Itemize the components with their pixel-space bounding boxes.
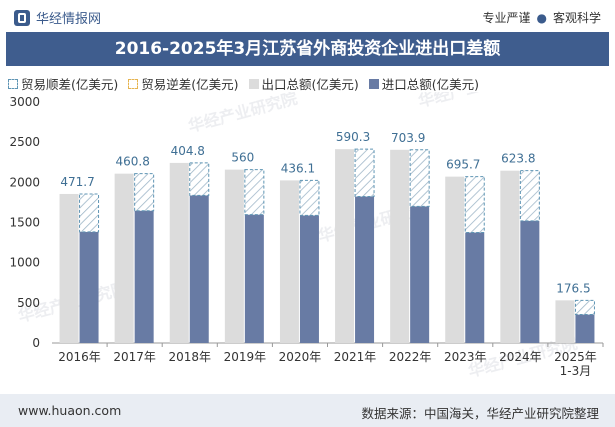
export-bar	[445, 176, 465, 343]
import-bar	[79, 231, 99, 343]
x-tick-label: 2016年	[58, 350, 101, 364]
y-tick-label: 500	[17, 296, 40, 310]
x-tick-label: 2025年	[554, 350, 597, 364]
bar-chart: 华经产业研究院华经产业研究院华经产业研究院华经产业研究院华经产业研究院 0500…	[9, 92, 604, 381]
export-bar	[500, 170, 520, 343]
y-tick-label: 0	[32, 336, 40, 350]
surplus-data-label: 695.7	[446, 158, 480, 172]
x-tick-label: 2023年	[444, 350, 487, 364]
legend-label-deficit: 贸易逆差(亿美元)	[141, 77, 239, 92]
chart-title: 2016-2025年3月江苏省外商投资企业进出口差额	[6, 32, 609, 66]
legend-label-surplus: 贸易顺差(亿美元)	[21, 77, 119, 92]
surplus-bar	[134, 173, 155, 212]
import-bar	[244, 214, 264, 343]
y-tick-label: 2500	[9, 135, 40, 149]
slogan-separator-icon: ●	[536, 11, 547, 25]
surplus-bar	[409, 149, 430, 207]
export-bar	[169, 162, 189, 343]
y-tick-label: 3000	[9, 95, 40, 109]
surplus-data-label: 560	[231, 151, 254, 165]
legend-item-export[interactable]: 出口总额(亿美元)	[248, 74, 359, 93]
legend-swatch-deficit-icon	[128, 78, 139, 89]
import-bar	[410, 206, 430, 343]
import-bar	[299, 215, 319, 343]
import-bar	[134, 210, 154, 343]
y-tick-label: 2000	[9, 175, 40, 189]
x-tick-label: 2024年	[499, 350, 542, 364]
surplus-bar	[519, 170, 540, 222]
brand-name: 华经情报网	[36, 12, 102, 27]
chart-legend: 贸易顺差(亿美元) 贸易逆差(亿美元) 出口总额(亿美元) 进口总额(亿美元)	[8, 74, 479, 93]
surplus-data-label: 623.8	[501, 152, 535, 166]
legend-swatch-surplus-icon	[8, 78, 18, 89]
surplus-bar	[79, 193, 100, 233]
import-bar	[465, 232, 485, 343]
legend-label-export: 出口总额(亿美元)	[261, 77, 359, 92]
export-bar	[59, 193, 79, 343]
legend-item-import[interactable]: 进口总额(亿美元)	[368, 74, 480, 93]
surplus-bar	[574, 299, 595, 316]
y-tick-label: 1000	[9, 256, 40, 270]
y-tick-label: 1500	[9, 216, 40, 230]
surplus-data-label: 436.1	[281, 161, 315, 175]
export-bar	[279, 180, 299, 343]
surplus-data-label: 176.5	[556, 281, 590, 295]
surplus-bar	[299, 179, 320, 216]
import-bar	[189, 195, 209, 343]
brand[interactable]: 华经情报网	[14, 8, 101, 27]
export-bar	[224, 169, 244, 343]
x-tick-label: 2017年	[113, 350, 156, 364]
import-bar	[575, 314, 595, 343]
top-bar: 华经情报网 专业严谨 ● 客观科学	[0, 0, 615, 34]
surplus-data-label: 590.3	[336, 130, 370, 144]
slogan-tag-2: 客观科学	[552, 11, 601, 25]
surplus-bar	[354, 148, 375, 198]
brand-logo-icon	[14, 9, 30, 26]
footer-website-link[interactable]: www.huaon.com	[18, 403, 122, 418]
x-tick-label: 2022年	[389, 350, 432, 364]
surplus-bar	[464, 176, 485, 234]
surplus-data-label: 460.8	[115, 155, 149, 169]
export-bar	[555, 300, 575, 343]
slogan-tag-1: 专业严谨	[482, 11, 531, 25]
x-tick-label: 2019年	[224, 350, 267, 364]
surplus-data-label: 703.9	[391, 131, 425, 145]
surplus-bar	[244, 169, 265, 216]
footer-source: 数据来源：中国海关，华经产业研究院整理	[361, 406, 599, 421]
legend-swatch-import-icon	[368, 78, 379, 89]
x-tick-label: 2018年	[168, 350, 211, 364]
legend-item-surplus[interactable]: 贸易顺差(亿美元)	[8, 74, 118, 93]
x-tick-label: 2020年	[279, 350, 322, 364]
watermark-text: 华经产业研究院	[186, 92, 299, 136]
import-bar	[355, 196, 375, 343]
slogan: 专业严谨 ● 客观科学	[482, 9, 601, 26]
export-bar	[114, 173, 134, 343]
x-tick-label: 2021年	[334, 350, 377, 364]
legend-swatch-export-icon	[248, 78, 259, 89]
import-bar	[520, 220, 540, 343]
export-bar	[335, 149, 355, 343]
x-tick-label: 1-3月	[560, 364, 592, 378]
legend-label-import: 进口总额(亿美元)	[381, 77, 480, 92]
surplus-bar	[189, 162, 210, 196]
footer: www.huaon.com 数据来源：中国海关，华经产业研究院整理	[0, 394, 615, 427]
surplus-data-label: 471.7	[60, 175, 94, 189]
legend-item-deficit[interactable]: 贸易逆差(亿美元)	[128, 74, 239, 93]
watermark-text: 华经产业研究院	[416, 92, 529, 111]
export-bar	[390, 149, 410, 343]
surplus-data-label: 404.8	[171, 144, 205, 158]
